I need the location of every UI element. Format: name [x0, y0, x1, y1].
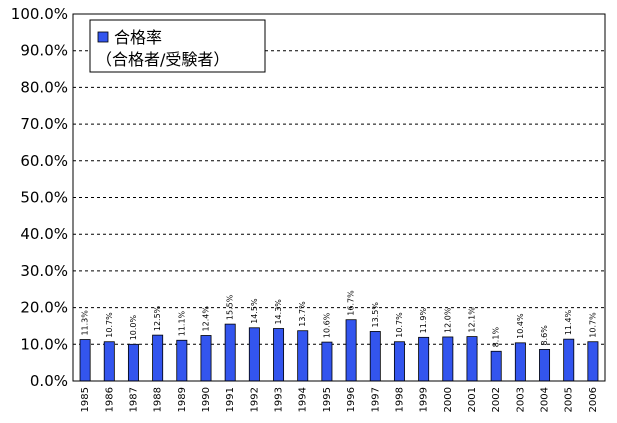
data-label: 11.9% [419, 308, 428, 334]
x-axis-ticks: 1985 1986 1987 1988 1989 1990 1991 1992 1993 1994… [80, 387, 599, 412]
bar [176, 339, 188, 382]
bar [442, 336, 454, 382]
data-label: 8.1% [492, 327, 501, 348]
x-tick-label: 2006 [588, 387, 599, 412]
bar [200, 335, 212, 382]
y-tick-label: 30.0% [20, 262, 68, 280]
x-tick-label: 2001 [467, 387, 478, 412]
y-tick-label: 40.0% [20, 225, 68, 243]
bar [563, 338, 575, 382]
y-tick-label: 90.0% [20, 42, 68, 60]
x-tick-label: 1994 [298, 387, 309, 412]
bar [273, 328, 285, 382]
y-tick-label: 80.0% [20, 78, 68, 96]
y-tick-label: 60.0% [20, 152, 68, 170]
data-label: 12.1% [468, 307, 477, 333]
bar [248, 327, 260, 382]
x-tick-label: 1996 [346, 387, 357, 412]
x-tick-label: 1993 [274, 387, 285, 412]
bar [224, 323, 236, 382]
x-tick-label: 1988 [153, 387, 164, 412]
x-tick-label: 1997 [370, 387, 381, 412]
bar [297, 330, 309, 382]
x-tick-label: 2004 [540, 387, 551, 412]
bar [103, 341, 115, 382]
bar [587, 341, 599, 382]
x-tick-label: 1989 [177, 387, 188, 412]
y-tick-label: 70.0% [20, 115, 68, 133]
gridlines [73, 50, 605, 345]
y-tick-label: 20.0% [20, 299, 68, 317]
x-tick-label: 2003 [515, 387, 526, 412]
y-tick-label: 100.0% [11, 5, 68, 23]
bar [79, 339, 91, 382]
y-tick-label: 0.0% [30, 372, 68, 390]
bar [369, 331, 381, 382]
data-label: 12.4% [202, 306, 211, 332]
bar [539, 349, 551, 382]
bar [127, 343, 139, 382]
data-label: 11.4% [564, 309, 573, 335]
bar [466, 336, 478, 382]
x-tick-label: 1998 [394, 387, 405, 412]
data-label: 16.7% [347, 290, 356, 316]
bar [393, 341, 405, 382]
bar [490, 350, 502, 382]
bar [345, 319, 357, 382]
data-label: 13.7% [298, 301, 307, 327]
y-axis-ticks: 0.0% 10.0% 20.0% 30.0% 40.0% 50.0% 60.0% 70.0% 8… [11, 5, 68, 390]
data-label: 8.6% [540, 325, 549, 346]
x-tick-label: 1986 [104, 387, 115, 412]
data-label: 10.4% [516, 313, 525, 339]
data-label: 15.5% [226, 294, 235, 320]
x-tick-label: 2002 [491, 387, 502, 412]
x-tick-label: 1990 [201, 387, 212, 412]
legend: 合格率 （合格者/受験者） [89, 19, 266, 73]
plot-area-frame [72, 13, 606, 382]
x-tick-label: 1992 [249, 387, 260, 412]
legend-sublabel: （合格者/受験者） [96, 50, 229, 69]
bar [152, 334, 164, 382]
data-label: 12.5% [153, 305, 162, 331]
bar [418, 336, 430, 382]
data-label: 10.7% [105, 312, 114, 338]
x-tick-label: 1995 [322, 387, 333, 412]
bar [514, 342, 526, 382]
data-label: 12.0% [443, 307, 452, 333]
data-label: 10.7% [395, 312, 404, 338]
legend-box [89, 19, 266, 73]
data-label: 14.3% [274, 299, 283, 325]
data-label: 10.7% [588, 312, 597, 338]
x-tick-label: 2000 [443, 387, 454, 412]
x-tick-label: 1987 [128, 387, 139, 412]
y-tick-label: 10.0% [20, 335, 68, 353]
y-tick-label: 50.0% [20, 189, 68, 207]
data-label: 11.3% [81, 310, 90, 336]
data-labels: 11.3% 10.7% 10.0% 12.5% 11.1% 12.4% 15.5% 14.5%… [81, 290, 598, 347]
data-label: 11.1% [177, 310, 186, 336]
data-label: 10.0% [129, 314, 138, 340]
x-tick-label: 2005 [564, 387, 575, 412]
bar [321, 341, 333, 382]
x-tick-label: 1985 [80, 387, 91, 412]
legend-swatch [97, 31, 109, 43]
x-tick-label: 1999 [419, 387, 430, 412]
legend-label: 合格率 [114, 28, 162, 47]
data-label: 14.5% [250, 298, 259, 324]
data-label: 13.5% [371, 302, 380, 328]
data-label: 10.6% [322, 312, 331, 338]
x-tick-label: 1991 [225, 387, 236, 412]
